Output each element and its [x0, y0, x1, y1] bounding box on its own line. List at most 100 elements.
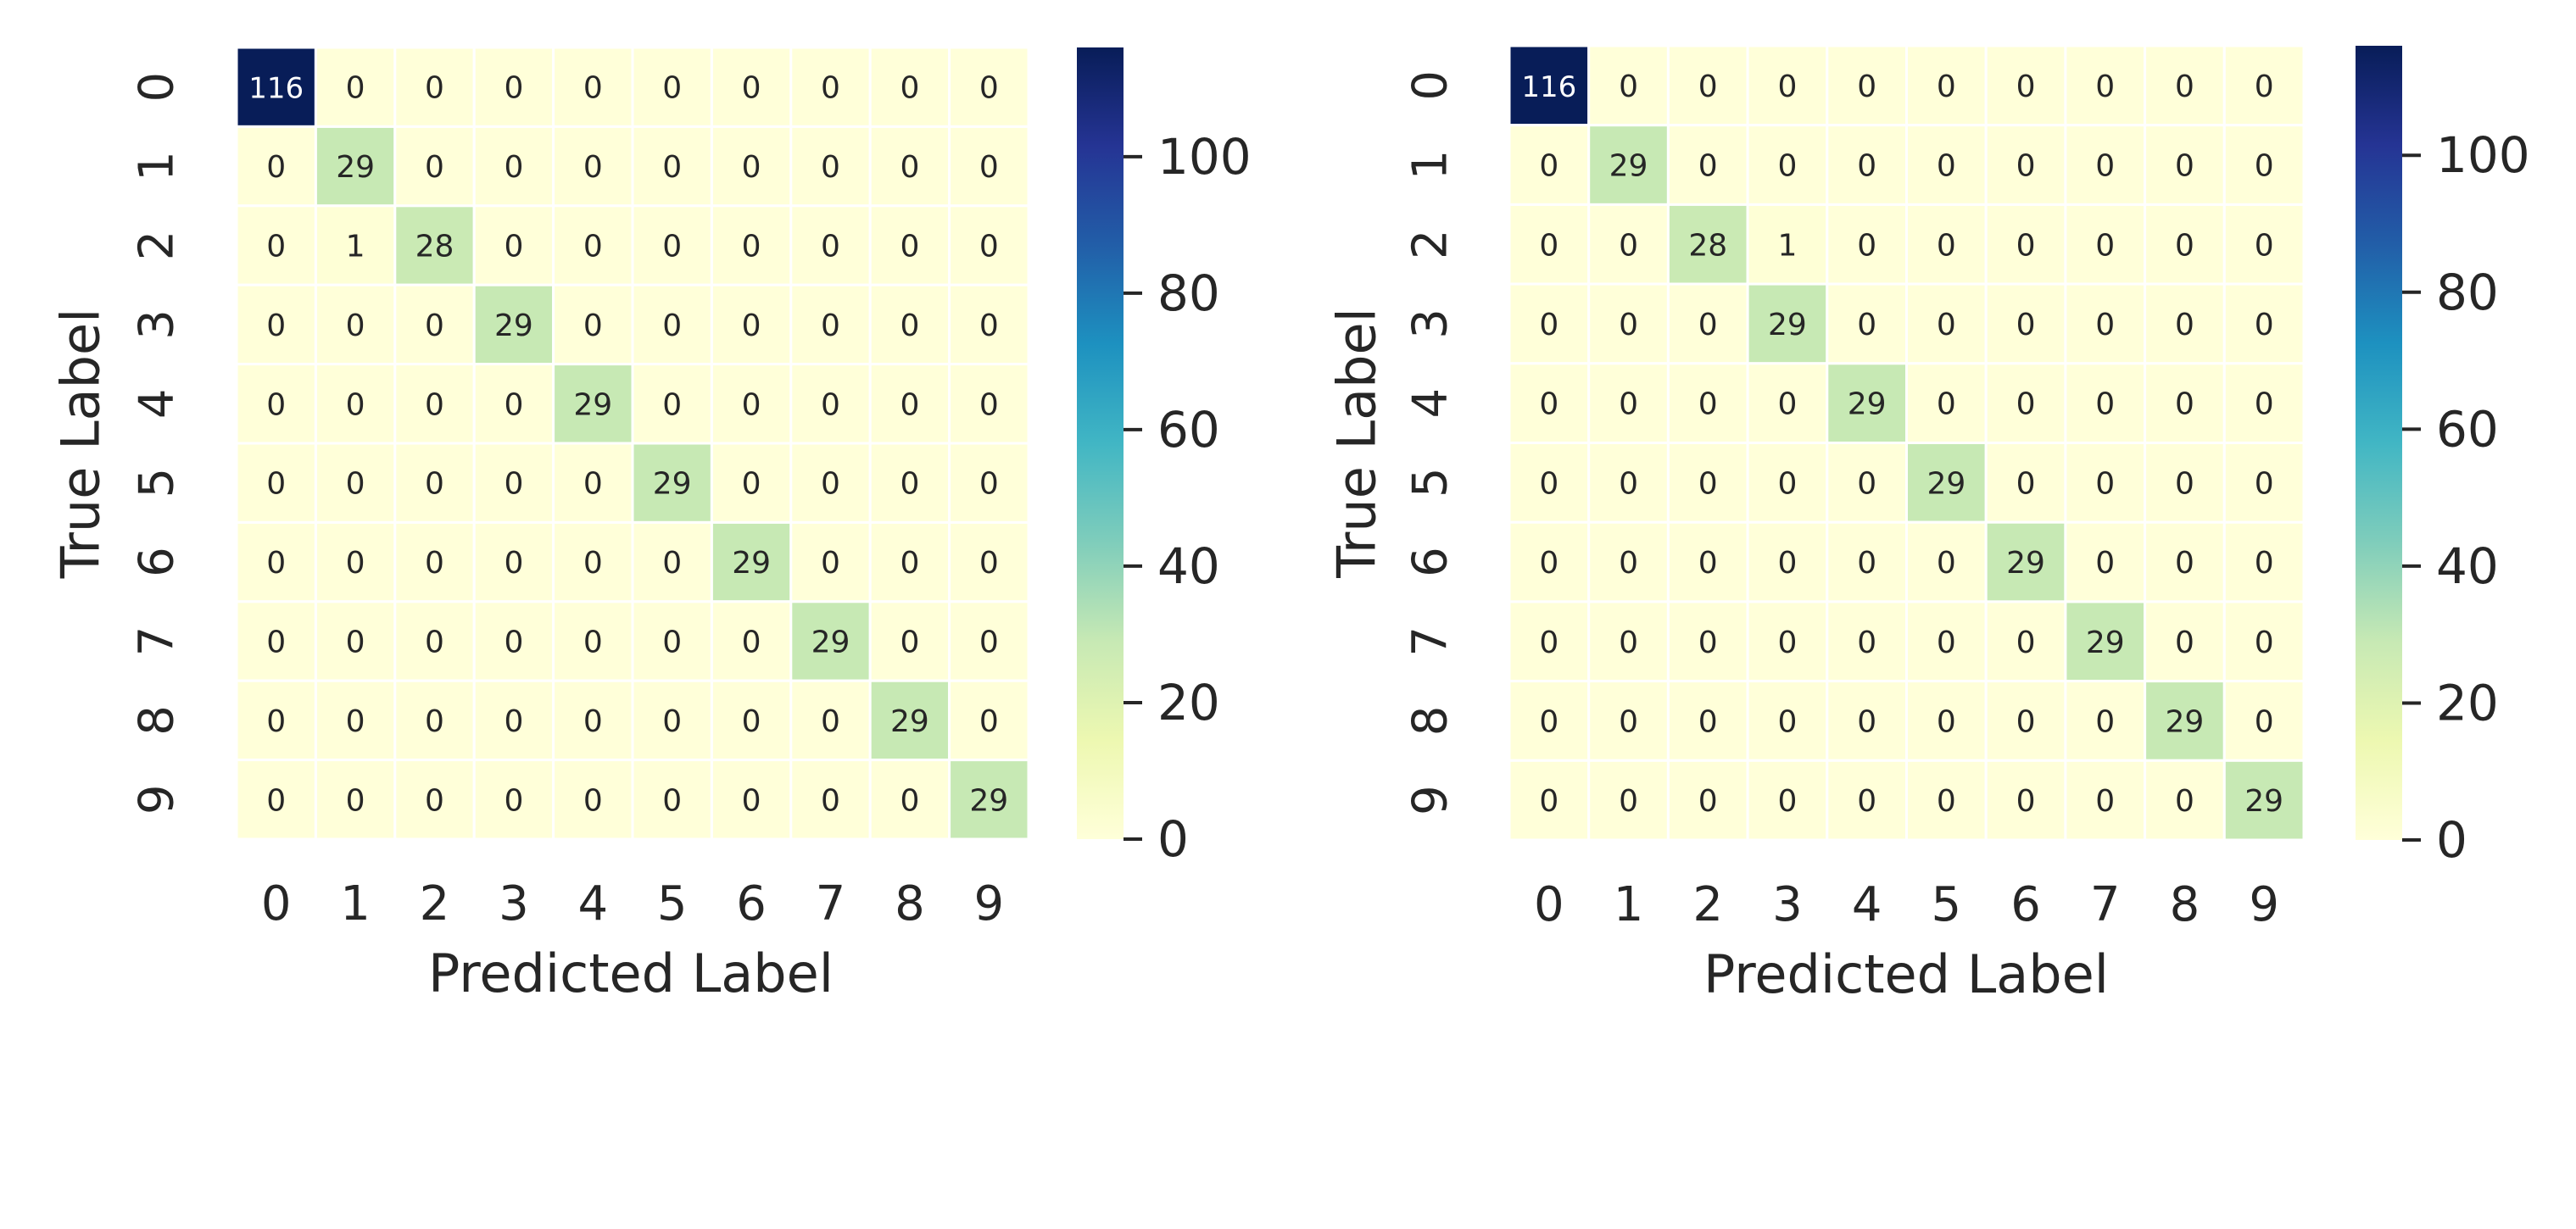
heatmap-cell	[235, 679, 317, 762]
cell-value-label: 0	[266, 704, 286, 739]
cell-value-label: 0	[2016, 704, 2036, 739]
colorbar-tick-label: 60	[2436, 400, 2499, 458]
heatmap-cell	[472, 442, 555, 524]
cell-value-label: 0	[1539, 308, 1558, 342]
cell-value-label: 0	[2095, 387, 2115, 422]
heatmap-cell	[710, 679, 793, 762]
heatmap-cell	[1905, 442, 1988, 524]
cell-value-label: 0	[1937, 228, 1956, 263]
cell-value-label: 0	[1857, 466, 1876, 501]
heatmap-cell	[314, 46, 397, 128]
cell-value-label: 0	[1777, 466, 1797, 501]
cell-value-label: 0	[2255, 387, 2274, 422]
cell-value-label: 0	[1698, 704, 1718, 739]
heatmap-cell	[789, 759, 872, 841]
cell-value-label: 0	[742, 71, 761, 106]
heatmap-cell	[2222, 680, 2306, 762]
cell-value-label: 29	[1926, 466, 1965, 501]
y-tick-label: 9	[130, 784, 185, 815]
cell-value-label: 0	[979, 309, 999, 343]
cell-value-label: 0	[662, 704, 682, 739]
cell-value-label: 0	[979, 704, 999, 739]
heatmap-cell	[1746, 442, 1829, 524]
y-tick-label: 2	[1403, 229, 1458, 259]
heatmap-cell	[393, 600, 476, 682]
heatmap-cell	[314, 204, 397, 286]
cell-value-label: 0	[346, 704, 365, 739]
heatmap-cell	[868, 204, 951, 286]
cell-value-label: 29	[811, 626, 850, 660]
heatmap-cell	[2064, 124, 2147, 206]
y-tick-label: 0	[130, 72, 185, 103]
cell-value-label: 0	[1698, 387, 1718, 422]
cell-value-label: 0	[504, 626, 523, 660]
cell-value-label: 0	[821, 71, 840, 106]
cell-value-label: 0	[742, 783, 761, 818]
heatmap-cell	[1984, 520, 2067, 603]
heatmap-cell	[1826, 520, 1909, 603]
y-tick-label: 6	[1403, 547, 1458, 577]
y-tick-label: 3	[1403, 309, 1458, 339]
heatmap-cell	[1587, 442, 1670, 524]
heatmap-cell	[948, 204, 1030, 286]
cell-value-label: 116	[1521, 70, 1576, 104]
x-tick-label: 2	[420, 876, 450, 931]
cell-value-label: 0	[1777, 704, 1797, 739]
heatmap-cell	[552, 759, 634, 841]
heatmap-cell	[2144, 203, 2226, 286]
cell-value-label: 0	[2255, 466, 2274, 501]
heatmap-cell	[631, 283, 713, 366]
cell-value-label: 0	[662, 546, 682, 581]
cell-value-label: 0	[1777, 626, 1797, 660]
heatmap-cell	[2144, 520, 2226, 603]
cell-value-label: 0	[1857, 626, 1876, 660]
cell-value-label: 0	[1539, 387, 1558, 422]
cell-value-label: 0	[1857, 149, 1876, 184]
cell-value-label: 0	[583, 150, 603, 185]
heatmap-cell	[235, 204, 317, 286]
x-tick-label: 0	[261, 876, 292, 931]
cell-value-label: 29	[732, 546, 771, 581]
confusion-matrix-panel-2: 116 0 0 0 0 0 0 0 0 00 29 0 0 0 0 0 0 0 00 0 28 1 0 0 0 0 0 00 0 0 29 0…	[1326, 44, 2530, 1005]
heatmap-cell	[1587, 124, 1670, 206]
x-tick-label: 4	[1852, 877, 1882, 932]
cell-value-label: 0	[742, 467, 761, 502]
cell-value-label: 0	[1937, 387, 1956, 422]
heatmap-cell	[1587, 282, 1670, 365]
cell-value-label: 0	[1857, 228, 1876, 263]
cell-value-label: 0	[583, 309, 603, 343]
cell-value-label: 0	[504, 150, 523, 185]
heatmap-cell	[235, 442, 317, 524]
y-tick-label: 5	[1403, 468, 1458, 498]
x-tick-label: 4	[577, 876, 608, 931]
cell-value-label: 0	[425, 783, 444, 818]
heatmap-cell	[2064, 600, 2147, 683]
heatmap-cell	[1666, 362, 1749, 444]
cell-value-label: 0	[1777, 387, 1797, 422]
cell-value-label: 0	[583, 626, 603, 660]
cell-value-label: 0	[1619, 308, 1638, 342]
cell-value-label: 0	[900, 71, 919, 106]
cell-value-label: 0	[900, 546, 919, 581]
y-tick-label: 7	[1403, 626, 1458, 657]
cell-value-label: 29	[573, 387, 612, 422]
heatmap-cell	[631, 125, 713, 208]
cell-value-label: 0	[1539, 546, 1558, 581]
cell-value-label: 0	[2016, 308, 2036, 342]
cell-value-label: 0	[821, 150, 840, 185]
colorbar-tick-label: 80	[2436, 264, 2499, 321]
heatmap-cell	[1984, 759, 2067, 842]
cell-value-label: 0	[1539, 149, 1558, 184]
cell-value-label: 0	[821, 467, 840, 502]
cell-value-label: 0	[1619, 626, 1638, 660]
y-tick-label: 9	[1403, 785, 1458, 815]
heatmap-cell	[1508, 680, 1591, 762]
heatmap-cell	[314, 363, 397, 445]
cell-value-label: 29	[2244, 784, 2283, 819]
heatmap-cell	[710, 520, 793, 603]
cell-value-label: 0	[346, 387, 365, 422]
heatmap-cell	[2144, 600, 2226, 683]
cell-value-label: 0	[742, 309, 761, 343]
heatmap-cell	[2064, 362, 2147, 444]
